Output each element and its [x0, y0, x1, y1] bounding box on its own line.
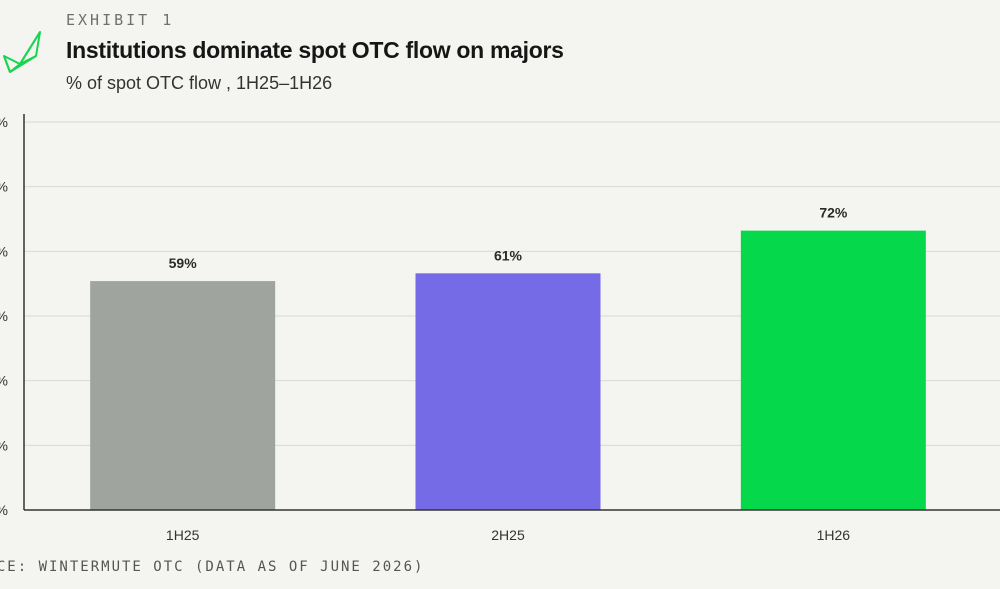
data-label: 72%	[819, 205, 848, 221]
source-note: URCE: WINTERMUTE OTC (DATA AS OF JUNE 20…	[0, 559, 425, 575]
y-tick-label: %	[0, 373, 8, 389]
exhibit-label: EXHIBIT 1	[66, 11, 175, 29]
chart-subtitle: % of spot OTC flow , 1H25–1H26	[66, 73, 333, 93]
x-tick-label: 1H25	[166, 527, 200, 543]
x-tick-labels: 1H25 2H25 1H26	[166, 527, 850, 543]
bar-1h25	[90, 281, 276, 510]
y-tick-label: %	[0, 502, 8, 518]
bars	[90, 230, 926, 510]
bar-2h25	[415, 273, 601, 510]
y-tick-label: %	[0, 243, 8, 259]
x-tick-label: 2H25	[491, 527, 525, 543]
wintermute-logo-icon	[3, 31, 41, 73]
y-tick-label: %	[0, 114, 8, 130]
data-label: 61%	[494, 247, 523, 263]
data-label: 59%	[169, 255, 198, 271]
x-tick-label: 1H26	[817, 527, 851, 543]
y-tick-labels: %%%%%%%	[0, 114, 8, 518]
data-labels: 59% 61% 72%	[169, 205, 848, 271]
y-tick-label: %	[0, 179, 8, 195]
bar-1h26	[740, 230, 926, 510]
y-tick-label: %	[0, 308, 8, 324]
chart-title: Institutions dominate spot OTC flow on m…	[66, 37, 564, 63]
y-tick-label: %	[0, 437, 8, 453]
